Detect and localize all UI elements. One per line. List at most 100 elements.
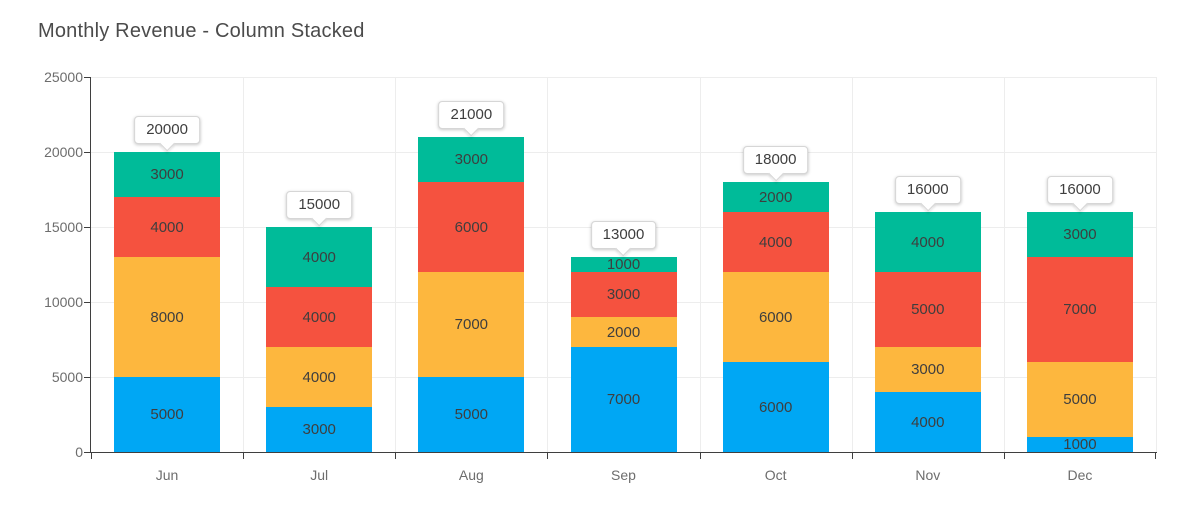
total-callout: 16000 [1047, 176, 1113, 212]
bar-segment-sep-series-green[interactable]: 1000 [570, 256, 677, 273]
gridline [1156, 77, 1157, 452]
y-axis-label: 0 [75, 444, 83, 460]
bar-segment-jul-series-orange[interactable]: 4000 [266, 347, 373, 407]
bar-segment-dec-series-green[interactable]: 3000 [1026, 212, 1133, 257]
y-axis-tick [84, 77, 90, 78]
bar-segment-aug-series-orange[interactable]: 7000 [418, 272, 525, 377]
bar-segment-nov-series-orange[interactable]: 3000 [874, 347, 981, 392]
y-axis-tick [84, 227, 90, 228]
bar-segment-label: 7000 [1063, 301, 1097, 318]
bar-segment-label: 4000 [302, 248, 336, 266]
total-callout: 21000 [438, 101, 505, 137]
bar-segment-nov-series-green[interactable]: 4000 [874, 212, 981, 272]
bar-segment-label: 3000 [911, 361, 945, 378]
x-axis-tick [243, 453, 245, 459]
callout-pointer [463, 120, 480, 137]
bar-segment-jun-series-green[interactable]: 3000 [114, 152, 221, 197]
bar-segment-aug-series-blue[interactable]: 5000 [418, 377, 525, 452]
bar-segment-dec-series-blue[interactable]: 1000 [1026, 436, 1133, 453]
plot-area: 0 5000 10000 15000 20000 25000 5000 8000 4000 300… [44, 69, 1157, 483]
bar-segment-label: 6000 [758, 398, 793, 416]
bar-segment-label: 4000 [758, 233, 793, 251]
bar-segment-jul-series-green[interactable]: 4000 [266, 227, 373, 287]
bar-segment-label: 3000 [606, 286, 641, 303]
bar-segment-aug-series-red[interactable]: 6000 [418, 182, 525, 272]
bar-segment-oct-series-blue[interactable]: 6000 [722, 362, 829, 452]
y-axis-label: 5000 [51, 369, 83, 385]
x-axis-label: Dec [1067, 467, 1093, 483]
gridline [699, 77, 701, 452]
x-axis-tick [699, 453, 701, 459]
x-axis-tick [851, 453, 853, 459]
x-axis-label: Oct [764, 467, 787, 483]
bar-segment-label: 4000 [150, 218, 184, 236]
bar-segment-sep-series-red[interactable]: 3000 [570, 272, 677, 317]
bar-segment-oct-series-red[interactable]: 4000 [722, 212, 829, 272]
gridline [91, 152, 1156, 153]
bar-segment-oct-series-green[interactable]: 2000 [722, 182, 829, 212]
bar-segment-label: 2000 [606, 323, 641, 341]
x-axis-label: Sep [611, 467, 636, 483]
total-callout: 20000 [134, 116, 200, 152]
bar-segment-aug-series-green[interactable]: 3000 [418, 137, 525, 182]
total-callout-label: 16000 [906, 181, 949, 198]
bar-segment-label: 1000 [1063, 436, 1097, 453]
x-axis-label: Nov [915, 467, 941, 483]
total-callout: 16000 [894, 176, 961, 212]
bar-segment-label: 5000 [150, 406, 184, 423]
x-axis-label: Jun [155, 467, 179, 483]
y-axis-label: 20000 [44, 144, 83, 160]
bar-segment-label: 4000 [911, 233, 945, 251]
total-callout-label: 21000 [450, 106, 493, 123]
bar-segment-label: 4000 [302, 308, 336, 326]
bar-segment-label: 4000 [302, 368, 336, 386]
y-axis-line [90, 77, 91, 452]
bar-segment-label: 2000 [758, 188, 793, 206]
chart-title: Monthly Revenue - Column Stacked [38, 20, 365, 42]
x-axis-tick [1155, 453, 1156, 459]
x-axis-line [90, 452, 1157, 453]
bar-segment-nov-series-blue[interactable]: 4000 [874, 392, 981, 452]
y-axis-tick [84, 152, 90, 153]
bar-segment-dec-series-red[interactable]: 7000 [1026, 257, 1133, 362]
bar-segment-label: 5000 [454, 406, 489, 423]
bar-segment-label: 3000 [302, 421, 336, 438]
bar-segment-label: 6000 [758, 308, 793, 326]
bar-segment-jun-series-blue[interactable]: 5000 [114, 377, 221, 452]
bar-segment-oct-series-orange[interactable]: 6000 [722, 272, 829, 362]
total-callout: 15000 [286, 191, 353, 227]
total-callout: 13000 [590, 221, 657, 257]
bar-segment-jun-series-red[interactable]: 4000 [114, 197, 221, 257]
gridline [547, 77, 549, 452]
bar-segment-label: 1000 [606, 256, 641, 273]
bar-segment-label: 7000 [454, 316, 489, 333]
callout-pointer [615, 240, 632, 257]
bar-segment-label: 3000 [454, 151, 489, 168]
x-axis-tick [1003, 453, 1005, 459]
bar-segment-dec-series-orange[interactable]: 5000 [1026, 362, 1133, 437]
total-callout-label: 15000 [298, 196, 341, 213]
callout-pointer [311, 210, 327, 227]
bar-segment-jul-series-blue[interactable]: 3000 [266, 407, 373, 452]
bar-segment-jul-series-red[interactable]: 4000 [266, 287, 373, 347]
x-axis-label: Jul [310, 467, 329, 483]
gridline [1003, 77, 1005, 452]
bar-segment-sep-series-orange[interactable]: 2000 [570, 317, 677, 347]
callout-pointer [767, 165, 784, 182]
bar-segment-label: 3000 [1063, 226, 1097, 243]
bar-segment-nov-series-red[interactable]: 5000 [874, 272, 981, 347]
bar-segment-label: 3000 [150, 166, 184, 183]
gridline [395, 77, 397, 452]
bar-segment-sep-series-blue[interactable]: 7000 [570, 347, 677, 452]
x-axis-tick [395, 453, 397, 459]
bar-segment-label: 4000 [911, 413, 945, 431]
bar-segment-label: 5000 [1063, 391, 1097, 408]
bar-segment-jun-series-orange[interactable]: 8000 [114, 257, 221, 377]
total-callout-label: 13000 [602, 226, 645, 243]
bar-segment-label: 7000 [606, 391, 641, 408]
total-callout-label: 18000 [754, 151, 797, 168]
gridline [243, 77, 245, 452]
x-axis-label: Aug [458, 467, 484, 483]
x-axis-tick [91, 453, 92, 459]
